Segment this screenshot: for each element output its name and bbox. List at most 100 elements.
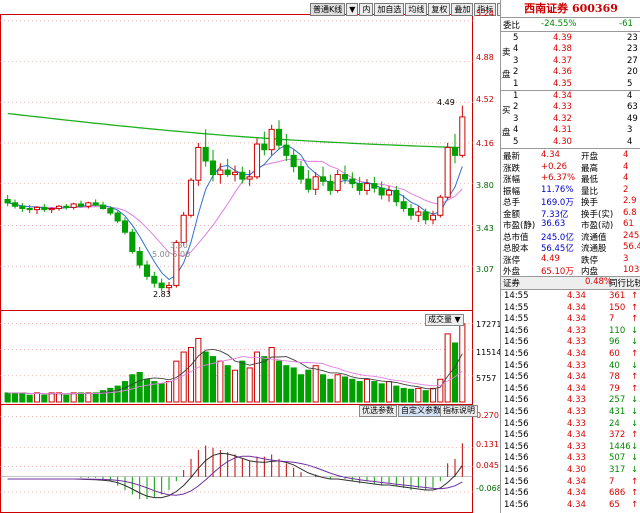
tick-price: 4.33 bbox=[567, 453, 586, 464]
stat-label: 金额 bbox=[503, 209, 521, 220]
order-level: 2 bbox=[513, 102, 519, 113]
price-axis-label: 4.16 bbox=[476, 139, 494, 148]
high-price-annotation: 4.49 bbox=[437, 98, 455, 107]
candle-down bbox=[41, 206, 48, 211]
tick-time: 14:56 bbox=[504, 383, 529, 394]
volume-bar bbox=[363, 378, 371, 403]
order-price: 4.35 bbox=[553, 78, 572, 89]
tick-price: 4.33 bbox=[567, 395, 586, 406]
candle-down bbox=[77, 203, 85, 207]
stat-value: 2 bbox=[623, 184, 629, 195]
custom-params-button[interactable]: 自定义参数 bbox=[398, 405, 444, 417]
tick-volume: 60 bbox=[609, 349, 620, 359]
buy-order-row: 5 4.30 4 bbox=[501, 137, 640, 149]
tick-price: 4.34 bbox=[567, 499, 586, 510]
stat-label: 总市值 bbox=[503, 232, 529, 243]
candle-down bbox=[239, 171, 246, 180]
tick-price: 4.33 bbox=[567, 407, 586, 417]
volume-bar bbox=[275, 360, 283, 403]
volume-bar bbox=[319, 374, 327, 403]
tick-direction: ↓ bbox=[631, 395, 639, 406]
adjust-button[interactable]: 复权 bbox=[428, 3, 451, 16]
stat-label: 量比 bbox=[581, 186, 599, 197]
price-axis-label: 3.43 bbox=[476, 224, 494, 233]
stat-row: 总手 169.0万 换手 2.9 bbox=[501, 196, 640, 208]
tick-row: 14:55 4.34 361 ↑ bbox=[501, 291, 640, 303]
volume-bar bbox=[55, 392, 63, 403]
tick-price: 4.34 bbox=[567, 430, 586, 441]
tick-direction: ↓ bbox=[631, 441, 639, 452]
tick-row: 14:56 4.34 65 ↑ bbox=[501, 500, 640, 512]
candle-down bbox=[451, 146, 459, 156]
sell-order-row: 2 4.36 20 bbox=[501, 67, 640, 79]
candle-up bbox=[268, 128, 275, 151]
add-favorite-button[interactable]: 加自选 bbox=[374, 3, 405, 16]
indicator-button[interactable]: 指标 bbox=[474, 3, 497, 16]
price-axis-label: 3.07 bbox=[476, 265, 494, 274]
order-price: 4.33 bbox=[553, 102, 572, 113]
candle-down bbox=[356, 183, 363, 191]
order-level: 5 bbox=[513, 136, 519, 147]
tick-time: 14:56 bbox=[504, 499, 529, 510]
tick-volume: 78 bbox=[609, 372, 620, 383]
tick-direction: ↑ bbox=[631, 372, 639, 383]
tick-price: 4.34 bbox=[567, 349, 586, 359]
macd-dea-line bbox=[7, 455, 463, 496]
stat-value: 61 bbox=[623, 219, 634, 229]
kline-type-button[interactable]: 普通K线 bbox=[310, 3, 346, 16]
ticks-header-mid: 0.48% bbox=[585, 277, 613, 287]
candle-down bbox=[400, 201, 407, 209]
stat-label: 内盘 bbox=[581, 267, 599, 277]
tick-time: 14:56 bbox=[504, 337, 529, 348]
buy-order-row: 2 4.33 63 bbox=[501, 102, 640, 114]
tick-price: 4.34 bbox=[567, 291, 586, 301]
order-level: 1 bbox=[513, 78, 519, 89]
stat-value: 65.10万 bbox=[541, 267, 574, 277]
kline-chart[interactable] bbox=[0, 0, 473, 513]
stock-title: 西南证券 600369 bbox=[501, 0, 640, 17]
stat-value: 11.76% bbox=[541, 184, 574, 195]
order-volume: 4 bbox=[627, 91, 633, 101]
inner-button[interactable]: 内 bbox=[359, 3, 374, 16]
candle-up bbox=[173, 241, 180, 286]
tick-price: 4.33 bbox=[567, 337, 586, 348]
order-price: 4.39 bbox=[553, 33, 572, 43]
tick-row: 14:56 4.33 110 ↓ bbox=[501, 326, 640, 338]
tick-volume: 110 bbox=[609, 325, 626, 336]
volume-bar bbox=[407, 388, 415, 403]
stock-name: 西南证券 bbox=[524, 2, 569, 15]
candle-up bbox=[217, 169, 224, 176]
candle-down bbox=[107, 207, 114, 214]
buy-order-row: 3 4.32 49 bbox=[501, 114, 640, 126]
sell-order-row: 3 4.37 27 bbox=[501, 56, 640, 68]
order-price: 4.30 bbox=[553, 136, 572, 147]
volume-bar bbox=[77, 392, 85, 403]
peer-compare-tab[interactable]: 同行比较 bbox=[609, 279, 640, 289]
overlay-button[interactable]: 叠加 bbox=[451, 3, 474, 16]
ma-note: 3.30 bbox=[170, 241, 188, 250]
order-price: 4.37 bbox=[553, 55, 572, 66]
ticks-header-left[interactable]: 证券 bbox=[503, 279, 521, 289]
volume-bar bbox=[217, 360, 224, 403]
moving-average-button[interactable]: 均线 bbox=[405, 3, 428, 16]
volume-bar bbox=[224, 365, 231, 403]
stat-value: 56.45亿 bbox=[541, 244, 574, 254]
candle-down bbox=[92, 202, 99, 206]
volume-axis-label: 17271 bbox=[476, 320, 502, 329]
stat-label: 市盈(静) bbox=[503, 221, 536, 231]
tick-volume: 1446 bbox=[609, 441, 631, 452]
volume-indicator-dropdown[interactable]: 成交量 ▼ bbox=[425, 314, 464, 326]
sell-order-row: 1 4.35 5 bbox=[501, 79, 640, 91]
tick-time: 14:56 bbox=[504, 349, 529, 359]
tick-direction: ↑ bbox=[631, 314, 639, 325]
candle-up bbox=[429, 214, 437, 221]
order-level: 5 bbox=[513, 33, 519, 43]
indicator-help-button[interactable]: 指标说明 bbox=[440, 405, 478, 417]
optimal-params-button[interactable]: 优选参数 bbox=[359, 405, 397, 417]
candle-down bbox=[305, 178, 312, 190]
candle-down bbox=[283, 144, 290, 156]
tick-direction: ↑ bbox=[631, 488, 639, 499]
kline-type-dropdown[interactable]: ▼ bbox=[346, 3, 359, 16]
tick-row: 14:56 4.34 79 ↑ bbox=[501, 384, 640, 396]
tick-time: 14:56 bbox=[504, 488, 529, 499]
